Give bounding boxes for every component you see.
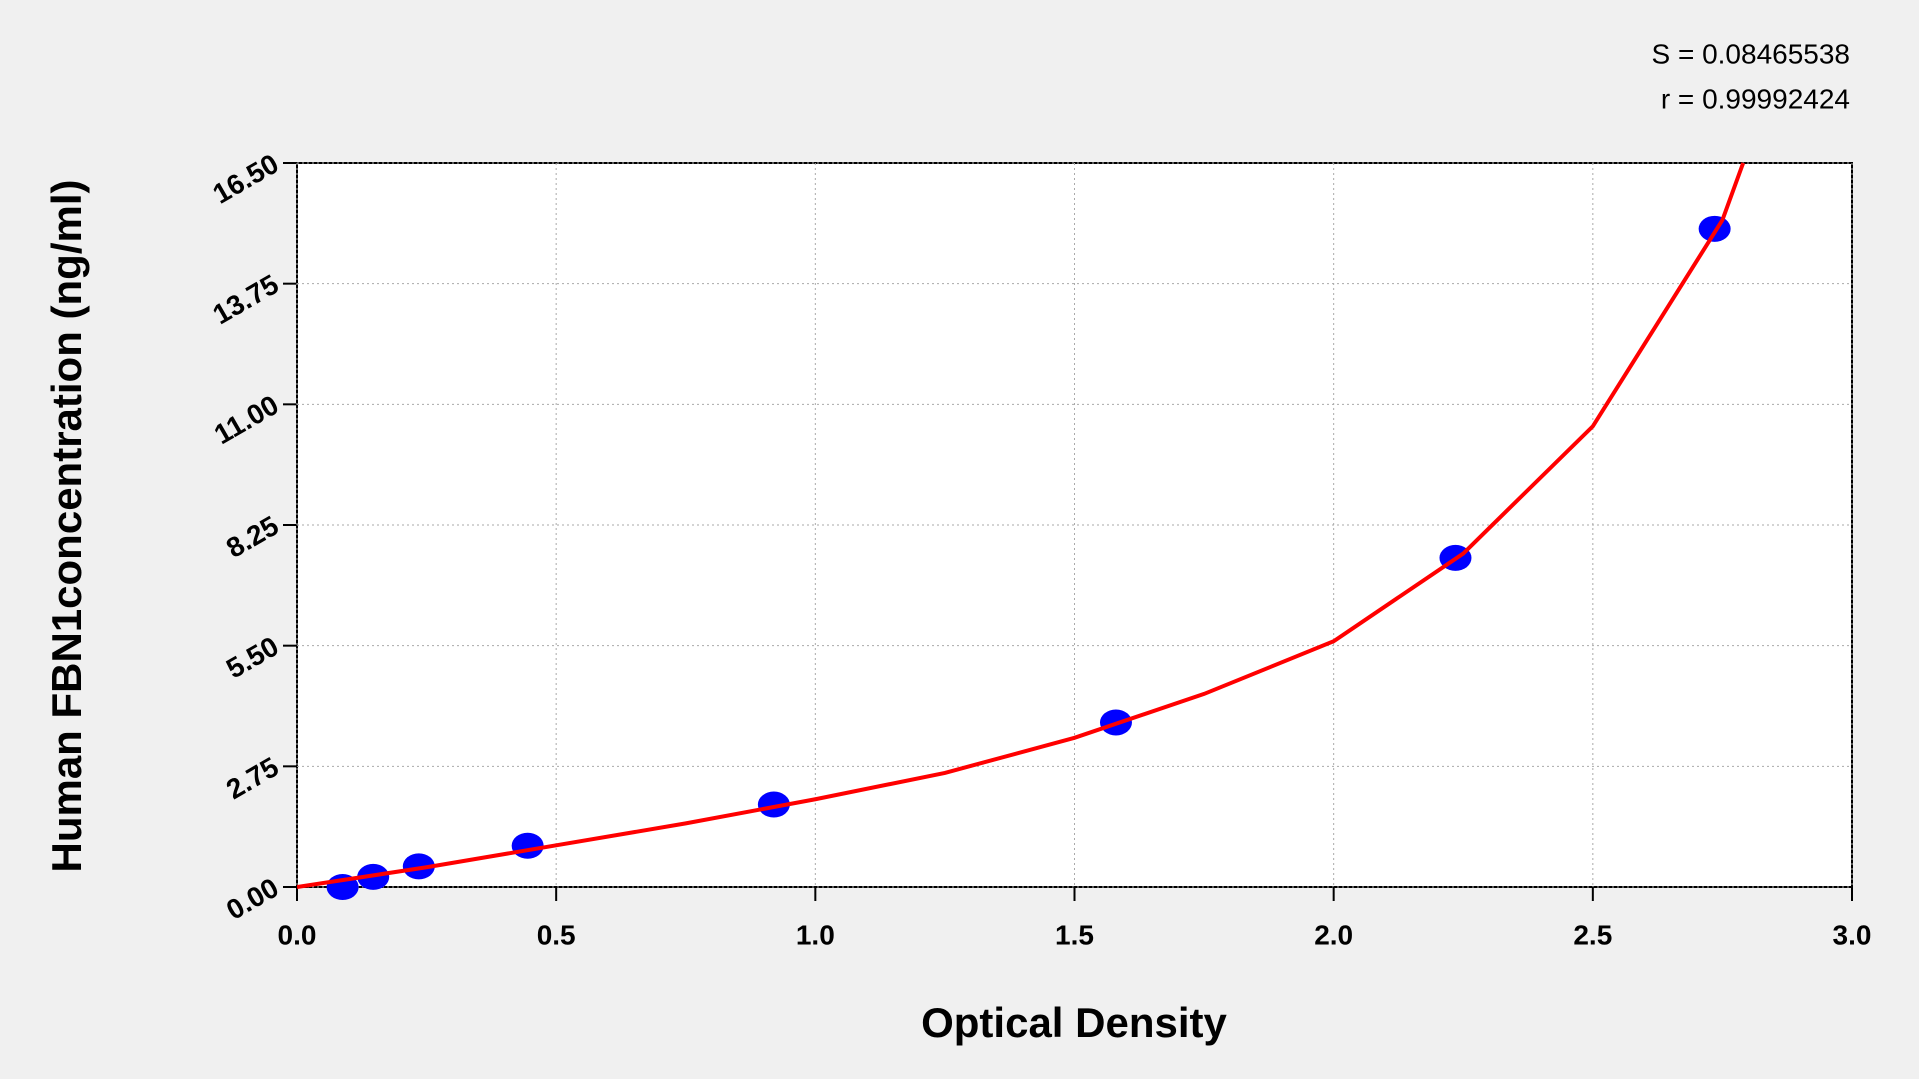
data-point [511, 832, 544, 859]
data-point [402, 853, 435, 880]
x-tick-label: 2.0 [1314, 919, 1353, 950]
y-tick-label: 8.25 [221, 510, 284, 564]
y-tick-label: 5.50 [221, 630, 284, 684]
y-tick-label: 2.75 [221, 751, 284, 805]
x-tick-label: 0.5 [537, 919, 576, 950]
y-tick-label: 0.00 [221, 872, 284, 926]
fit-curve [297, 162, 1746, 889]
x-axis-title: Optical Density [921, 999, 1227, 1046]
annotation: r = 0.99992424 [1661, 83, 1850, 114]
y-axis-title: Human FBN1concentration (ng/ml) [43, 179, 90, 872]
annotation: S = 0.08465538 [1651, 38, 1850, 69]
x-tick-label: 0.0 [278, 919, 317, 950]
y-tick-label: 13.75 [208, 268, 284, 330]
y-tick-label: 11.00 [209, 389, 284, 450]
x-tick-label: 3.0 [1833, 919, 1872, 950]
y-tick-label: 16.50 [208, 148, 284, 210]
curve-group [297, 162, 1746, 889]
x-tick-label: 1.5 [1055, 919, 1094, 950]
data-point [757, 791, 790, 818]
x-tick-label: 2.5 [1573, 919, 1612, 950]
x-tick-label: 1.0 [796, 919, 835, 950]
